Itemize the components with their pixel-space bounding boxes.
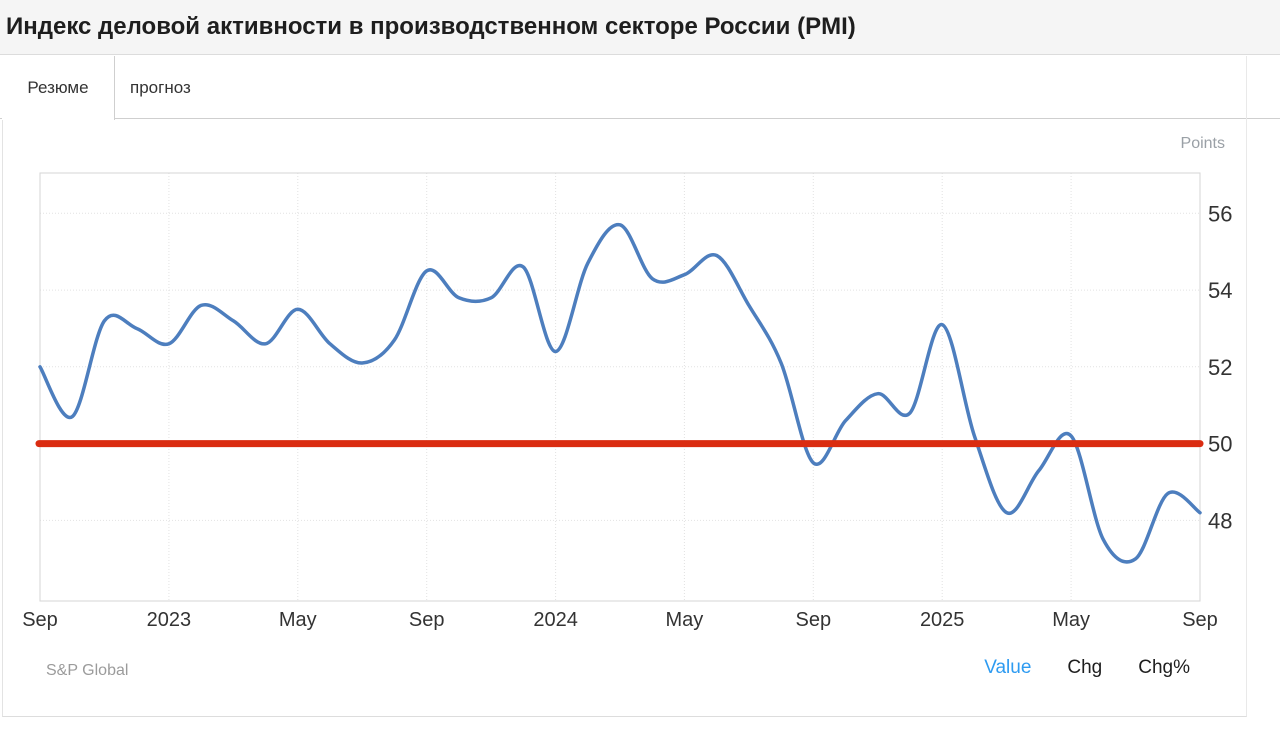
x-axis-label: May <box>1052 609 1090 631</box>
footer-link-chgpct[interactable]: Chg% <box>1138 657 1190 678</box>
x-axis-label: Sep <box>409 609 445 631</box>
tab-bar-divider <box>0 118 1280 119</box>
y-axis-label: 54 <box>1208 278 1232 303</box>
tab-forecast[interactable]: прогноз <box>130 78 191 97</box>
footer-links: Value Chg Chg% <box>984 657 1190 679</box>
y-axis-label: 56 <box>1208 201 1232 226</box>
y-axis-label: 52 <box>1208 355 1232 380</box>
x-axis-label: Sep <box>22 609 58 631</box>
y-axis-label: 48 <box>1208 508 1232 533</box>
chart-area[interactable]: Sep 2023 May Sep 2024 May Sep 2025 May Sep 48 50 52 5… <box>0 119 1280 679</box>
footer-link-chg[interactable]: Chg <box>1067 657 1103 678</box>
pmi-series-line[interactable] <box>38 223 1202 564</box>
x-axis-label: 2023 <box>147 609 192 631</box>
y-axis-unit-label: Points <box>1180 135 1225 152</box>
x-axis-label: 2025 <box>920 609 965 631</box>
tab-bar: Резюме прогноз <box>0 56 1280 120</box>
pmi-line-chart[interactable]: Sep 2023 May Sep 2024 May Sep 2025 May Sep 48 50 52 5… <box>0 119 1280 679</box>
attribution-label: S&P Global <box>46 662 129 679</box>
widget-body: Резюме прогноз Points Sep 2023 May Sep 2024 M… <box>0 56 1280 717</box>
tab-summary[interactable]: Резюме <box>2 56 115 120</box>
page-title: Индекс деловой активности в производстве… <box>6 13 856 40</box>
x-axis-label: Sep <box>1182 609 1218 631</box>
x-axis-label: May <box>666 609 704 631</box>
x-axis-label: 2024 <box>533 609 578 631</box>
x-axis-label: May <box>279 609 317 631</box>
plot-border <box>39 172 1201 602</box>
footer-link-value[interactable]: Value <box>984 657 1032 678</box>
widget-header: Индекс деловой активности в производстве… <box>0 0 1280 55</box>
y-axis-label: 50 <box>1208 432 1232 457</box>
x-axis-label: Sep <box>796 609 832 631</box>
